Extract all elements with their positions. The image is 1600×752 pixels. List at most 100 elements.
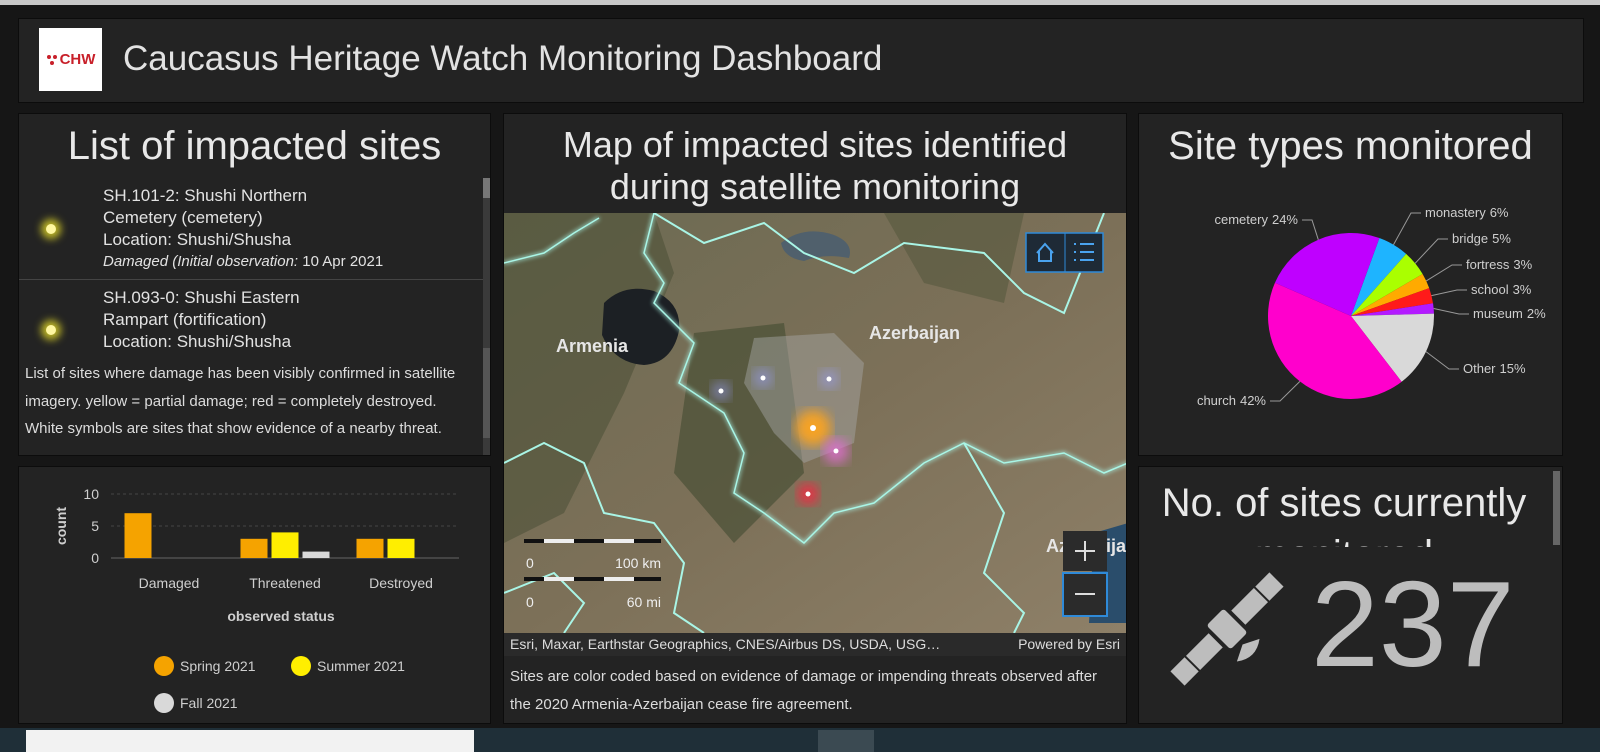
pie-label: Other 15% [1463, 361, 1526, 376]
panel-title: List of impacted sites [67, 124, 442, 168]
attribution-bar: Esri, Maxar, Earthstar Geographics, CNES… [504, 633, 1126, 656]
logo-text: CHW [59, 51, 96, 68]
site-location: Location: Shushi/Shusha [103, 332, 292, 351]
bar [124, 513, 152, 558]
site-name: SH.093-0: Shushi Eastern Rampart (fortif… [103, 288, 300, 329]
map-panel: Map of impacted sites identified during … [503, 113, 1127, 724]
pie-label-category: school [1471, 282, 1509, 297]
pie-slice [1351, 313, 1434, 382]
map-label: Azerbaijan [869, 323, 960, 343]
scale-label: 0 [526, 555, 534, 571]
site-status: Damaged (Initial observation: [103, 253, 299, 270]
pie-slice [1268, 282, 1402, 399]
legend-label: Spring 2021 [180, 658, 256, 674]
legend-swatch [291, 656, 311, 676]
scroll-thumb[interactable] [483, 178, 490, 198]
logo-icon [46, 54, 57, 65]
lake [781, 231, 850, 261]
indicator-title: No. of sites currently monitored [1161, 481, 1527, 547]
leader-line [1393, 212, 1421, 245]
leader-line [1270, 381, 1301, 402]
site-item[interactable]: SH.101-2: Shushi Northern Cemetery (ceme… [103, 185, 383, 273]
pie-label-value: 2% [1527, 306, 1546, 321]
pie-label-category: church [1197, 393, 1236, 408]
indicator-panel: No. of sites currently monitored 237 [1138, 466, 1563, 724]
pie-label: monastery 6% [1425, 205, 1509, 220]
leader-line [1431, 289, 1467, 297]
powered-by[interactable]: Powered by Esri [1018, 636, 1120, 652]
scale-bar: 0 100 km 0 60 mi [524, 539, 661, 610]
pie-label-value: 6% [1490, 205, 1509, 220]
region [744, 333, 864, 463]
y-tick-label: 0 [91, 550, 99, 566]
terrain [884, 213, 1024, 303]
pie-slice [1274, 233, 1380, 316]
legend-swatch [154, 656, 174, 676]
bar [271, 532, 299, 558]
site-location: Location: Shushi/Shusha [103, 230, 292, 249]
taskbar-item[interactable] [818, 730, 874, 752]
map-tools[interactable] [1025, 232, 1108, 617]
site-item[interactable]: SH.093-0: Shushi Eastern Rampart (fortif… [103, 287, 353, 353]
home-button[interactable] [1036, 242, 1054, 262]
taskbar [0, 728, 1600, 752]
x-tick-label: Threatened [249, 575, 321, 591]
leader-line [1414, 238, 1448, 264]
legend-label: Fall 2021 [180, 695, 238, 711]
pie-label-value: 3% [1513, 257, 1532, 272]
scrollbar[interactable] [483, 178, 490, 455]
pie-chart-panel: Site types monitored monastery 6% bridge 5%… [1138, 113, 1563, 456]
pie-slice [1351, 238, 1407, 316]
attribution: Esri, Maxar, Earthstar Geographics, CNES… [510, 636, 941, 652]
pie-label: bridge 5% [1452, 231, 1511, 246]
pie-label-value: 15% [1500, 361, 1526, 376]
pie-label-value: 24% [1272, 212, 1298, 227]
site-status-row: Damaged (Initial observation: 10 Apr 202… [103, 251, 490, 273]
y-axis-title: count [53, 507, 69, 545]
pie-slice [1351, 273, 1430, 316]
bar [356, 538, 384, 558]
description: List of sites where damage has been visi… [25, 365, 456, 437]
pie-label-category: bridge [1452, 231, 1488, 246]
y-tick-label: 10 [83, 486, 99, 502]
map-label: Armenia [556, 336, 629, 356]
pie-label-category: Other [1463, 361, 1496, 376]
pie-label: school 3% [1471, 282, 1532, 297]
x-tick-label: Destroyed [369, 575, 433, 591]
pie-chart: monastery 6%bridge 5% fortress 3% school 3% mus… [1197, 205, 1546, 408]
scrollbar[interactable] [1553, 471, 1560, 545]
panel-title: Map of impacted sites identified during … [562, 124, 1068, 207]
bar [302, 551, 330, 558]
search-box[interactable] [26, 730, 474, 752]
legend-label: Summer 2021 [317, 658, 405, 674]
scale-label: 100 km [615, 555, 661, 571]
map[interactable]: Armenia Azerbaijan Azerbaijan 0 100 km 0… [504, 213, 1127, 633]
site-list-panel: List of impacted sites SH.101-2: Shushi … [18, 113, 491, 456]
window-edge [0, 0, 1600, 5]
separator [19, 279, 483, 280]
pie-slice [1351, 253, 1423, 316]
pie-label-value: 5% [1492, 231, 1511, 246]
borders [504, 213, 1126, 633]
x-axis-title: observed status [227, 608, 335, 624]
pie-label-category: museum [1473, 306, 1523, 321]
pie-label-value: 42% [1240, 393, 1266, 408]
scroll-thumb[interactable] [483, 348, 490, 438]
satellite-icon [1170, 572, 1284, 686]
pie-label-value: 3% [1513, 282, 1532, 297]
pie-label-category: fortress [1466, 257, 1510, 272]
y-tick-label: 5 [91, 518, 99, 534]
pie-label: church 42% [1197, 393, 1266, 408]
pie-slice [1351, 303, 1434, 316]
site-symbol [46, 325, 56, 335]
site-symbol [46, 224, 56, 234]
bar [240, 538, 268, 558]
logo: CHW [39, 28, 102, 91]
pie-label-category: monastery [1425, 205, 1486, 220]
site-markers [711, 368, 849, 505]
panel-title: Site types monitored [1168, 124, 1533, 168]
pie-label: cemetery 24% [1215, 212, 1299, 227]
legend-button[interactable] [1074, 243, 1094, 261]
pie-label: museum 2% [1473, 306, 1546, 321]
